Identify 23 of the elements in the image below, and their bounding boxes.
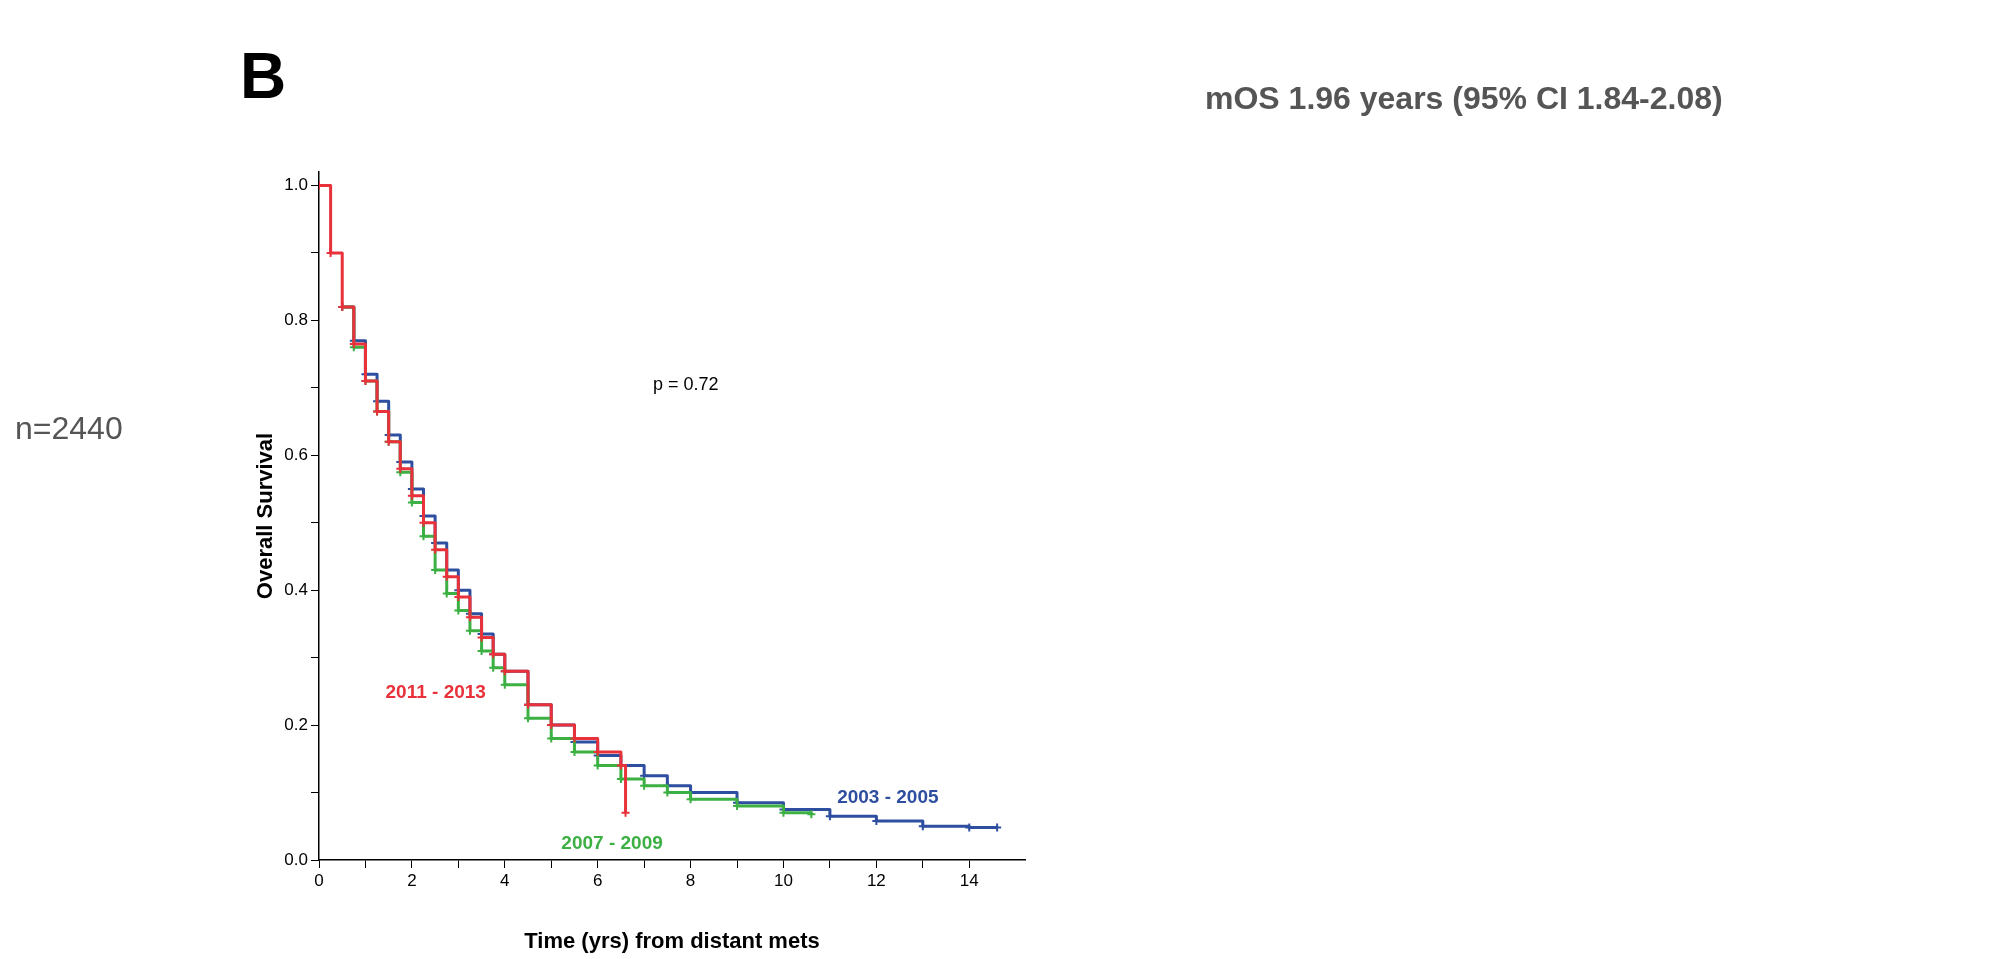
y-tick-label: 0.8 (284, 310, 308, 330)
y-tick-label: 0.0 (284, 849, 308, 869)
y-tick-label: 0.2 (284, 714, 308, 734)
x-tick-label: 8 (685, 870, 696, 890)
x-tick-label: 4 (500, 870, 510, 890)
y-axis-title: Overall Survival (252, 432, 278, 600)
y-tick-label: 1.0 (284, 175, 308, 195)
text: B (240, 39, 287, 112)
x-tick-label: 2 (407, 870, 417, 890)
x-tick-label: 14 (959, 870, 979, 890)
x-axis-title: Time (yrs) from distant mets (524, 927, 820, 953)
y-tick-label: 0.6 (284, 444, 308, 464)
x-tick-label: 6 (592, 870, 603, 890)
x-tick-label: 0 (314, 870, 324, 890)
annotation: p = 0.72 (653, 373, 719, 394)
y-tick-label: 0.4 (284, 579, 308, 599)
series-label: 2007 - 2009 (561, 832, 663, 854)
series-label: 2003 - 2005 (837, 785, 939, 807)
x-tick-label: 12 (866, 870, 886, 890)
x-tick-label: 10 (774, 870, 793, 890)
text: n=2440 (15, 409, 123, 446)
text: mOS 1.96 years (95% CI 1.84-2.08) (1205, 79, 1723, 116)
series-label: 2011 - 2013 (385, 681, 486, 703)
